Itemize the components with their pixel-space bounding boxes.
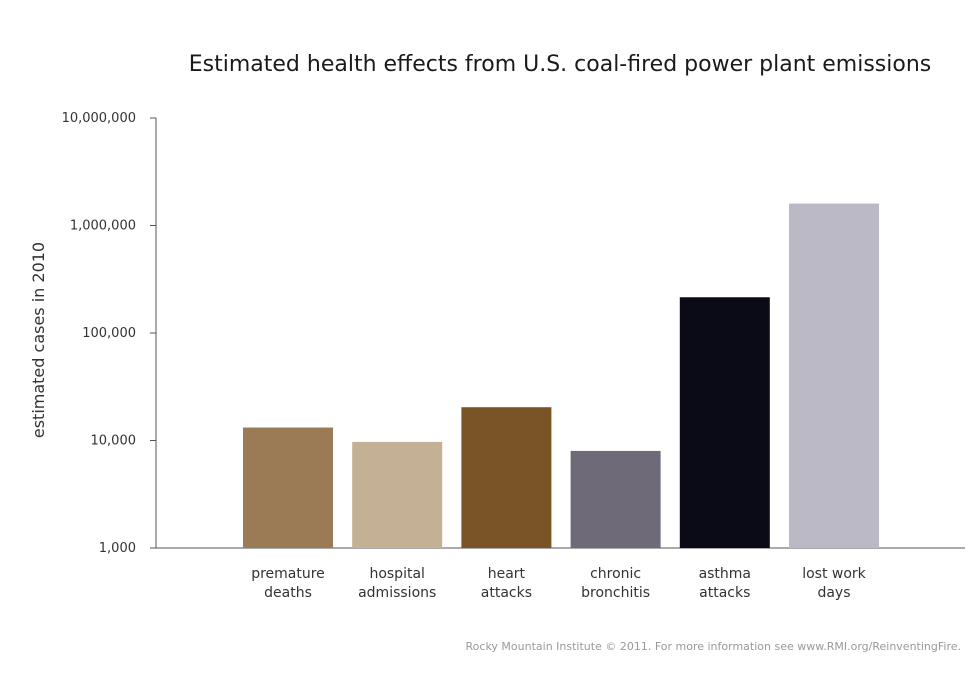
y-ticks: 1,000 10,000 100,000 1,000,000 10,000,000 [62, 111, 156, 556]
bar [679, 297, 770, 548]
x-tick-label: premature [251, 566, 325, 582]
bar [789, 203, 879, 548]
x-tick-label: chronic [590, 566, 641, 582]
y-axis-label: estimated cases in 2010 [29, 242, 48, 438]
x-tick-label: heart [488, 566, 526, 582]
chart-title: Estimated health effects from U.S. coal-… [189, 52, 932, 77]
bar [570, 450, 661, 548]
x-tick-label: asthma [699, 566, 751, 582]
y-tick-label: 10,000,000 [62, 111, 136, 126]
x-tick-label: admissions [358, 585, 436, 601]
y-tick-label: 1,000,000 [70, 219, 136, 234]
x-tick-label: attacks [699, 585, 750, 601]
x-tick-label: attacks [481, 585, 532, 601]
x-tick-label: deaths [264, 585, 312, 601]
x-tick-label: days [817, 585, 850, 601]
x-tick-label: hospital [369, 566, 424, 582]
bar [243, 427, 333, 548]
x-tick-labels: premature deaths hospital admissions heart at… [251, 566, 866, 601]
bar [352, 441, 443, 548]
y-tick-label: 100,000 [82, 326, 136, 341]
x-tick-label: lost work [802, 566, 866, 582]
bar [461, 407, 552, 548]
credit-note: Rocky Mountain Institute © 2011. For mor… [466, 640, 961, 653]
y-tick-label: 10,000 [91, 434, 137, 449]
x-tick-label: bronchitis [581, 585, 650, 601]
y-tick-label: 1,000 [99, 541, 136, 556]
bars [243, 203, 879, 548]
